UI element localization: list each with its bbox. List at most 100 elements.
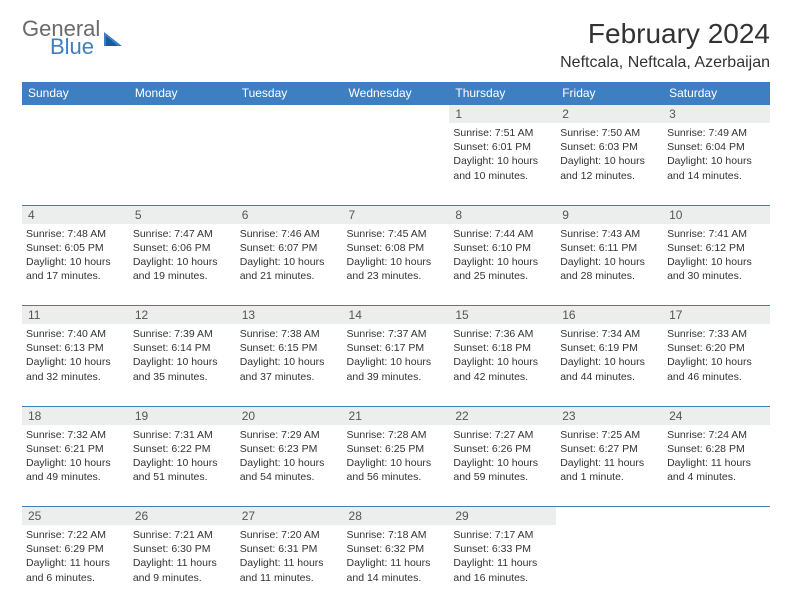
day-number: 2 <box>556 105 663 124</box>
day-cell: Sunrise: 7:24 AMSunset: 6:28 PMDaylight:… <box>663 425 770 507</box>
month-title: February 2024 <box>560 18 770 50</box>
day-number: 17 <box>663 306 770 325</box>
day-number: 3 <box>663 105 770 124</box>
day-number: 21 <box>343 406 450 425</box>
day-details: Sunrise: 7:27 AMSunset: 6:26 PMDaylight:… <box>453 428 552 485</box>
day-cell: Sunrise: 7:36 AMSunset: 6:18 PMDaylight:… <box>449 324 556 406</box>
day-number: 29 <box>449 507 556 526</box>
day-cell: Sunrise: 7:18 AMSunset: 6:32 PMDaylight:… <box>343 525 450 607</box>
day-details: Sunrise: 7:32 AMSunset: 6:21 PMDaylight:… <box>26 428 125 485</box>
day-number: 26 <box>129 507 236 526</box>
day-cell: Sunrise: 7:32 AMSunset: 6:21 PMDaylight:… <box>22 425 129 507</box>
empty-daynum <box>556 507 663 526</box>
day-details: Sunrise: 7:48 AMSunset: 6:05 PMDaylight:… <box>26 227 125 284</box>
day-details: Sunrise: 7:49 AMSunset: 6:04 PMDaylight:… <box>667 126 766 183</box>
day-number: 13 <box>236 306 343 325</box>
daynum-row: 45678910 <box>22 205 770 224</box>
day-number: 10 <box>663 205 770 224</box>
day-number: 6 <box>236 205 343 224</box>
day-details: Sunrise: 7:18 AMSunset: 6:32 PMDaylight:… <box>347 528 446 585</box>
day-cell: Sunrise: 7:20 AMSunset: 6:31 PMDaylight:… <box>236 525 343 607</box>
day-cell: Sunrise: 7:29 AMSunset: 6:23 PMDaylight:… <box>236 425 343 507</box>
content-row: Sunrise: 7:32 AMSunset: 6:21 PMDaylight:… <box>22 425 770 507</box>
day-cell: Sunrise: 7:34 AMSunset: 6:19 PMDaylight:… <box>556 324 663 406</box>
day-details: Sunrise: 7:46 AMSunset: 6:07 PMDaylight:… <box>240 227 339 284</box>
day-number: 23 <box>556 406 663 425</box>
day-details: Sunrise: 7:36 AMSunset: 6:18 PMDaylight:… <box>453 327 552 384</box>
day-details: Sunrise: 7:17 AMSunset: 6:33 PMDaylight:… <box>453 528 552 585</box>
logo: General Blue <box>22 18 126 58</box>
day-number: 28 <box>343 507 450 526</box>
day-number: 1 <box>449 105 556 124</box>
empty-daynum <box>129 105 236 124</box>
day-cell: Sunrise: 7:31 AMSunset: 6:22 PMDaylight:… <box>129 425 236 507</box>
day-details: Sunrise: 7:34 AMSunset: 6:19 PMDaylight:… <box>560 327 659 384</box>
day-cell: Sunrise: 7:40 AMSunset: 6:13 PMDaylight:… <box>22 324 129 406</box>
day-number: 9 <box>556 205 663 224</box>
day-cell: Sunrise: 7:45 AMSunset: 6:08 PMDaylight:… <box>343 224 450 306</box>
day-number: 11 <box>22 306 129 325</box>
content-row: Sunrise: 7:22 AMSunset: 6:29 PMDaylight:… <box>22 525 770 607</box>
logo-triangle-icon <box>102 26 126 50</box>
day-details: Sunrise: 7:37 AMSunset: 6:17 PMDaylight:… <box>347 327 446 384</box>
content-row: Sunrise: 7:48 AMSunset: 6:05 PMDaylight:… <box>22 224 770 306</box>
day-cell: Sunrise: 7:21 AMSunset: 6:30 PMDaylight:… <box>129 525 236 607</box>
day-details: Sunrise: 7:28 AMSunset: 6:25 PMDaylight:… <box>347 428 446 485</box>
daynum-row: 11121314151617 <box>22 306 770 325</box>
title-block: February 2024 Neftcala, Neftcala, Azerba… <box>560 18 770 72</box>
day-details: Sunrise: 7:43 AMSunset: 6:11 PMDaylight:… <box>560 227 659 284</box>
day-details: Sunrise: 7:29 AMSunset: 6:23 PMDaylight:… <box>240 428 339 485</box>
day-details: Sunrise: 7:21 AMSunset: 6:30 PMDaylight:… <box>133 528 232 585</box>
day-cell: Sunrise: 7:37 AMSunset: 6:17 PMDaylight:… <box>343 324 450 406</box>
day-details: Sunrise: 7:47 AMSunset: 6:06 PMDaylight:… <box>133 227 232 284</box>
day-number: 14 <box>343 306 450 325</box>
day-cell: Sunrise: 7:39 AMSunset: 6:14 PMDaylight:… <box>129 324 236 406</box>
day-number: 19 <box>129 406 236 425</box>
empty-daynum <box>22 105 129 124</box>
day-number: 20 <box>236 406 343 425</box>
day-cell: Sunrise: 7:38 AMSunset: 6:15 PMDaylight:… <box>236 324 343 406</box>
weekday-header: Thursday <box>449 82 556 105</box>
day-details: Sunrise: 7:51 AMSunset: 6:01 PMDaylight:… <box>453 126 552 183</box>
day-cell: Sunrise: 7:44 AMSunset: 6:10 PMDaylight:… <box>449 224 556 306</box>
day-details: Sunrise: 7:25 AMSunset: 6:27 PMDaylight:… <box>560 428 659 485</box>
weekday-header: Friday <box>556 82 663 105</box>
empty-cell <box>129 123 236 205</box>
location: Neftcala, Neftcala, Azerbaijan <box>560 54 770 72</box>
day-details: Sunrise: 7:50 AMSunset: 6:03 PMDaylight:… <box>560 126 659 183</box>
day-cell: Sunrise: 7:48 AMSunset: 6:05 PMDaylight:… <box>22 224 129 306</box>
day-details: Sunrise: 7:22 AMSunset: 6:29 PMDaylight:… <box>26 528 125 585</box>
empty-cell <box>343 123 450 205</box>
empty-cell <box>22 123 129 205</box>
day-details: Sunrise: 7:38 AMSunset: 6:15 PMDaylight:… <box>240 327 339 384</box>
day-details: Sunrise: 7:45 AMSunset: 6:08 PMDaylight:… <box>347 227 446 284</box>
empty-daynum <box>663 507 770 526</box>
day-number: 27 <box>236 507 343 526</box>
day-number: 4 <box>22 205 129 224</box>
day-details: Sunrise: 7:24 AMSunset: 6:28 PMDaylight:… <box>667 428 766 485</box>
weekday-header: Monday <box>129 82 236 105</box>
empty-cell <box>556 525 663 607</box>
day-number: 8 <box>449 205 556 224</box>
day-number: 25 <box>22 507 129 526</box>
day-details: Sunrise: 7:41 AMSunset: 6:12 PMDaylight:… <box>667 227 766 284</box>
day-details: Sunrise: 7:44 AMSunset: 6:10 PMDaylight:… <box>453 227 552 284</box>
day-cell: Sunrise: 7:27 AMSunset: 6:26 PMDaylight:… <box>449 425 556 507</box>
day-cell: Sunrise: 7:28 AMSunset: 6:25 PMDaylight:… <box>343 425 450 507</box>
day-details: Sunrise: 7:40 AMSunset: 6:13 PMDaylight:… <box>26 327 125 384</box>
day-cell: Sunrise: 7:47 AMSunset: 6:06 PMDaylight:… <box>129 224 236 306</box>
day-number: 12 <box>129 306 236 325</box>
day-cell: Sunrise: 7:17 AMSunset: 6:33 PMDaylight:… <box>449 525 556 607</box>
header: General Blue February 2024 Neftcala, Nef… <box>22 18 770 72</box>
daynum-row: 18192021222324 <box>22 406 770 425</box>
day-details: Sunrise: 7:33 AMSunset: 6:20 PMDaylight:… <box>667 327 766 384</box>
day-number: 22 <box>449 406 556 425</box>
day-details: Sunrise: 7:20 AMSunset: 6:31 PMDaylight:… <box>240 528 339 585</box>
day-cell: Sunrise: 7:33 AMSunset: 6:20 PMDaylight:… <box>663 324 770 406</box>
day-number: 7 <box>343 205 450 224</box>
logo-text-blue: Blue <box>50 36 100 58</box>
day-number: 18 <box>22 406 129 425</box>
day-details: Sunrise: 7:39 AMSunset: 6:14 PMDaylight:… <box>133 327 232 384</box>
weekday-header: Tuesday <box>236 82 343 105</box>
content-row: Sunrise: 7:40 AMSunset: 6:13 PMDaylight:… <box>22 324 770 406</box>
